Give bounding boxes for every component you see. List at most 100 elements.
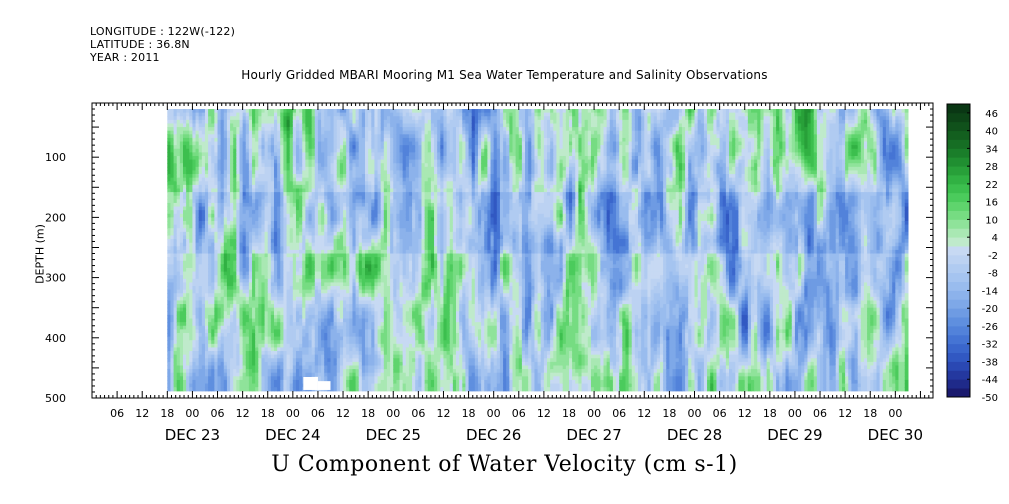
heatmap-cell — [183, 260, 187, 265]
heatmap-cell — [201, 267, 206, 273]
heatmap-cell — [183, 166, 187, 172]
heatmap-cell — [192, 166, 197, 172]
heatmap-cell — [192, 152, 197, 157]
heatmap-cell — [176, 318, 181, 323]
heatmap-cell — [176, 130, 181, 135]
heatmap-cell — [170, 257, 175, 262]
heatmap-cell — [173, 376, 178, 381]
heatmap-cell — [173, 354, 178, 359]
x-axis-label: U Component of Water Velocity (cm s-1) — [271, 452, 738, 477]
heatmap-cell — [173, 282, 178, 287]
heatmap-cell — [201, 181, 206, 186]
heatmap-cell — [201, 260, 206, 265]
heatmap-cell — [195, 116, 200, 121]
heatmap-cell — [170, 221, 175, 226]
heatmap-cell — [176, 188, 181, 193]
heatmap-cell — [198, 329, 203, 334]
heatmap-cell — [195, 206, 200, 211]
heatmap-cell — [192, 293, 197, 298]
heatmap-cell — [186, 361, 190, 367]
heatmap-cell — [167, 137, 172, 143]
heatmap-cell — [204, 379, 209, 385]
heatmap-cell — [204, 177, 209, 182]
heatmap-cell — [198, 311, 203, 316]
heatmap-cell — [173, 300, 178, 305]
heatmap-cell — [195, 347, 200, 352]
heatmap-cell — [173, 123, 178, 128]
heatmap-cell — [176, 322, 181, 327]
heatmap-cell — [189, 246, 194, 251]
heatmap-cell — [208, 163, 212, 168]
heatmap-cell — [192, 184, 197, 190]
heatmap-cell — [198, 217, 203, 222]
heatmap-cell — [170, 325, 175, 330]
heatmap-cell — [183, 202, 187, 208]
heatmap-cell — [195, 304, 200, 309]
heatmap-cell — [192, 116, 197, 121]
heatmap-cell — [167, 372, 172, 377]
heatmap-cell — [173, 383, 178, 388]
heatmap-cell — [173, 332, 178, 338]
heatmap-cell — [198, 314, 203, 320]
heatmap-cell — [176, 119, 181, 125]
heatmap-cell — [189, 257, 194, 262]
heatmap-cell — [204, 307, 209, 312]
heatmap-cell — [198, 166, 203, 172]
heatmap-cell — [204, 224, 209, 229]
heatmap-cell — [189, 329, 194, 334]
heatmap-cell — [195, 210, 200, 215]
heatmap-cell — [170, 336, 175, 341]
heatmap-cell — [176, 221, 181, 226]
heatmap-cell — [201, 325, 206, 330]
heatmap-cell — [204, 174, 209, 179]
heatmap-cell — [170, 383, 175, 388]
heatmap-cell — [192, 199, 197, 204]
heatmap-cell — [183, 387, 187, 392]
heatmap-cell — [198, 249, 203, 255]
heatmap-cell — [183, 369, 187, 374]
heatmap-cell — [167, 264, 172, 269]
heatmap-cell — [198, 336, 203, 341]
heatmap-cell — [186, 119, 190, 125]
heatmap-cell — [208, 141, 212, 146]
heatmap-cell — [176, 235, 181, 240]
heatmap-cell — [179, 354, 184, 359]
heatmap-cell — [186, 116, 190, 121]
heatmap-cell — [189, 282, 194, 287]
heatmap-cell — [183, 155, 187, 161]
heatmap-cell — [204, 329, 209, 334]
heatmap-cell — [198, 286, 203, 291]
heatmap-cell — [176, 329, 181, 334]
heatmap-cell — [186, 141, 190, 146]
heatmap-cell — [195, 369, 200, 374]
heatmap-cell — [176, 340, 181, 345]
heatmap-cell — [183, 188, 187, 193]
heatmap-cell — [195, 358, 200, 363]
heatmap-cell — [179, 177, 184, 182]
heatmap-cell — [208, 195, 212, 200]
heatmap-cell — [176, 184, 181, 190]
heatmap-cell — [201, 376, 206, 381]
heatmap-cell — [167, 206, 172, 211]
heatmap-cell — [173, 130, 178, 135]
heatmap-cell — [189, 354, 194, 359]
heatmap-cell — [208, 137, 212, 143]
heatmap-cell — [183, 210, 187, 215]
heatmap-cell — [183, 329, 187, 334]
heatmap-cell — [189, 235, 194, 240]
heatmap-cell — [179, 296, 184, 302]
heatmap-cell — [176, 336, 181, 341]
heatmap-cell — [176, 325, 181, 330]
heatmap-cell — [173, 358, 178, 363]
heatmap-cell — [201, 134, 206, 139]
heatmap-cell — [179, 264, 184, 269]
heatmap-cell — [186, 304, 190, 309]
heatmap-cell — [173, 170, 178, 175]
heatmap-cell — [204, 137, 209, 143]
heatmap-cell — [204, 141, 209, 146]
heatmap-cell — [179, 286, 184, 291]
heatmap-cell — [179, 112, 184, 117]
heatmap-cell — [195, 221, 200, 226]
heatmap-cell — [170, 361, 175, 367]
heatmap-cell — [198, 119, 203, 125]
